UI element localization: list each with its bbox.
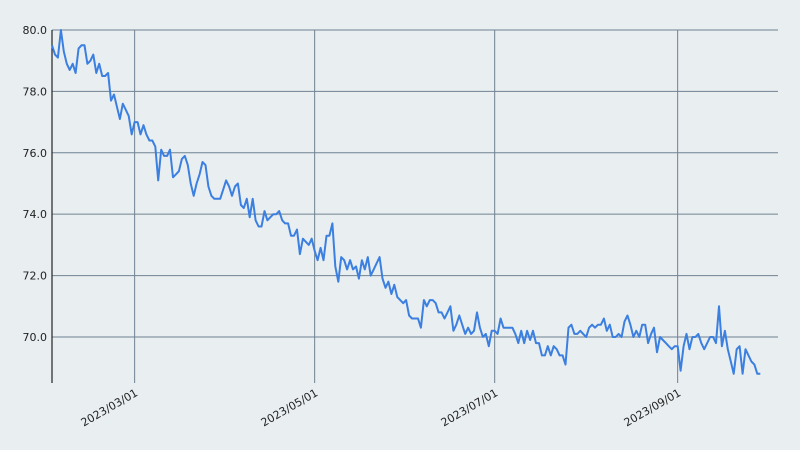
y-tick-labels: 70.0 72.0 74.0 76.0 78.0 80.0 xyxy=(23,24,48,344)
x-tick-label: 2023/09/01 xyxy=(622,386,683,429)
y-tick-label: 74.0 xyxy=(23,208,48,221)
series-group xyxy=(51,29,761,375)
y-tick-label: 70.0 xyxy=(23,331,48,344)
y-tick-label: 76.0 xyxy=(23,147,48,160)
x-tick-labels: 2023/03/01 2023/05/01 2023/07/01 2023/09/01 xyxy=(79,386,683,429)
x-tick-label: 2023/03/01 xyxy=(79,386,140,429)
series-line xyxy=(51,29,761,375)
y-tick-label: 80.0 xyxy=(23,24,48,37)
y-tick-label: 72.0 xyxy=(23,270,48,283)
x-tick-label: 2023/05/01 xyxy=(259,386,320,429)
y-tick-label: 78.0 xyxy=(23,85,48,98)
grid-lines xyxy=(52,29,778,383)
x-tick-label: 2023/07/01 xyxy=(439,386,500,429)
